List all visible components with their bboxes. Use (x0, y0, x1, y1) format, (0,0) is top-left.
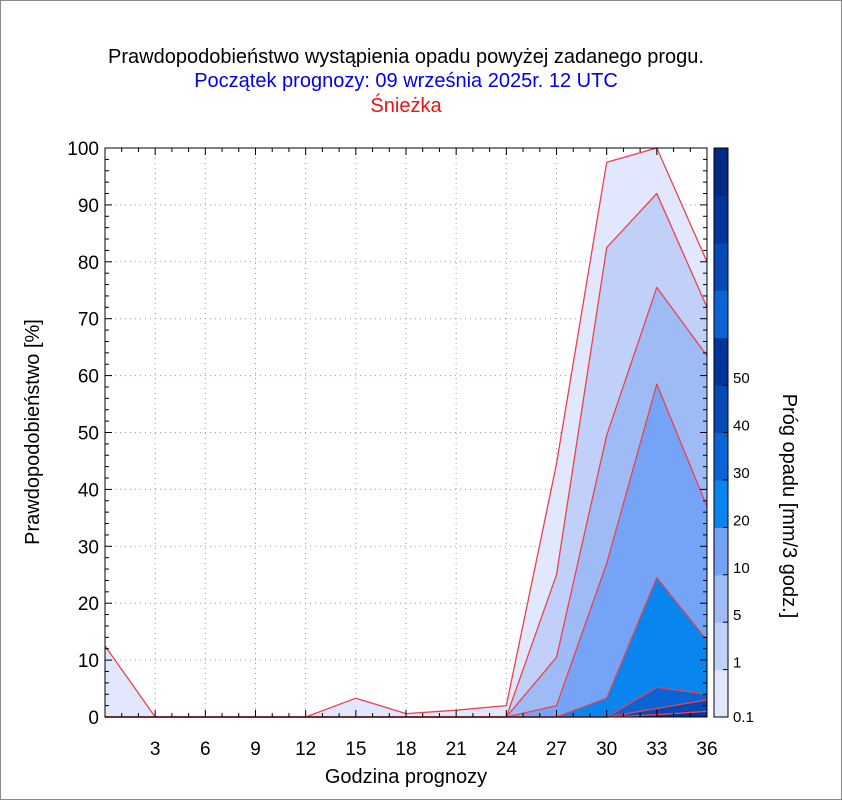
colorbar: 0.1 1 5 10 20 30 40 50 (713, 147, 754, 726)
colorbar-label: 20 (733, 512, 750, 529)
colorbar-segment (714, 385, 728, 434)
area-threshold-50 (105, 711, 707, 717)
grid (105, 148, 707, 717)
colorbar-label: 0.1 (733, 709, 754, 726)
y-tick-label: 80 (78, 253, 99, 274)
x-tick-label: 33 (646, 739, 667, 760)
colorbar-segment (714, 242, 728, 291)
x-tick-label: 27 (546, 739, 567, 760)
colorbar-segment (714, 148, 728, 197)
chart-location: Śnieżka (370, 93, 442, 117)
y-tick-label: 20 (78, 594, 99, 615)
x-tick-label: 21 (446, 739, 467, 760)
chart-subtitle: Początek prognozy: 09 września 2025r. 12… (194, 70, 618, 92)
x-tick-label: 30 (596, 739, 617, 760)
x-tick-label: 9 (250, 739, 261, 760)
area-threshold-1 (105, 193, 707, 717)
colorbar-segment (714, 622, 728, 671)
colorbar-segment (714, 290, 728, 339)
y-tick-label: 90 (78, 196, 99, 217)
y-tick-label: 40 (78, 480, 99, 501)
colorbar-segment (714, 337, 728, 386)
colorbar-title: Próg opadu [mm/3 godz.] (778, 394, 800, 619)
y-tick-label: 100 (67, 139, 99, 160)
x-tick-label: 24 (496, 739, 518, 760)
y-tick-label: 0 (88, 708, 99, 729)
colorbar-segment (714, 527, 728, 576)
colorbar-label: 10 (733, 560, 750, 577)
y-tick-label: 70 (78, 310, 99, 331)
y-tick-label: 50 (78, 424, 99, 445)
y-tick-label: 30 (78, 537, 99, 558)
x-tick-label: 15 (345, 739, 366, 760)
colorbar-label: 40 (733, 418, 750, 435)
x-tick-label: 36 (696, 739, 717, 760)
x-tick-label: 3 (150, 739, 161, 760)
colorbar-segment (714, 432, 728, 481)
x-tick-label: 6 (200, 739, 211, 760)
colorbar-segment (714, 669, 728, 718)
x-tick-label: 18 (395, 739, 416, 760)
colorbar-label: 30 (733, 465, 750, 482)
colorbar-segment (714, 574, 728, 623)
y-tick-label: 10 (78, 651, 99, 672)
chart-title: Prawdopodobieństwo wystąpienia opadu pow… (108, 46, 704, 68)
colorbar-label: 5 (733, 607, 741, 624)
x-tick-label: 12 (295, 739, 316, 760)
colorbar-segment (714, 479, 728, 528)
colorbar-label: 1 (733, 655, 741, 672)
y-axis-title: Prawdopodobieństwo [%] (22, 319, 44, 545)
y-tick-label: 60 (78, 367, 99, 388)
colorbar-label: 50 (733, 370, 750, 387)
colorbar-segment (714, 195, 728, 244)
x-axis-title: Godzina prognozy (325, 766, 487, 788)
